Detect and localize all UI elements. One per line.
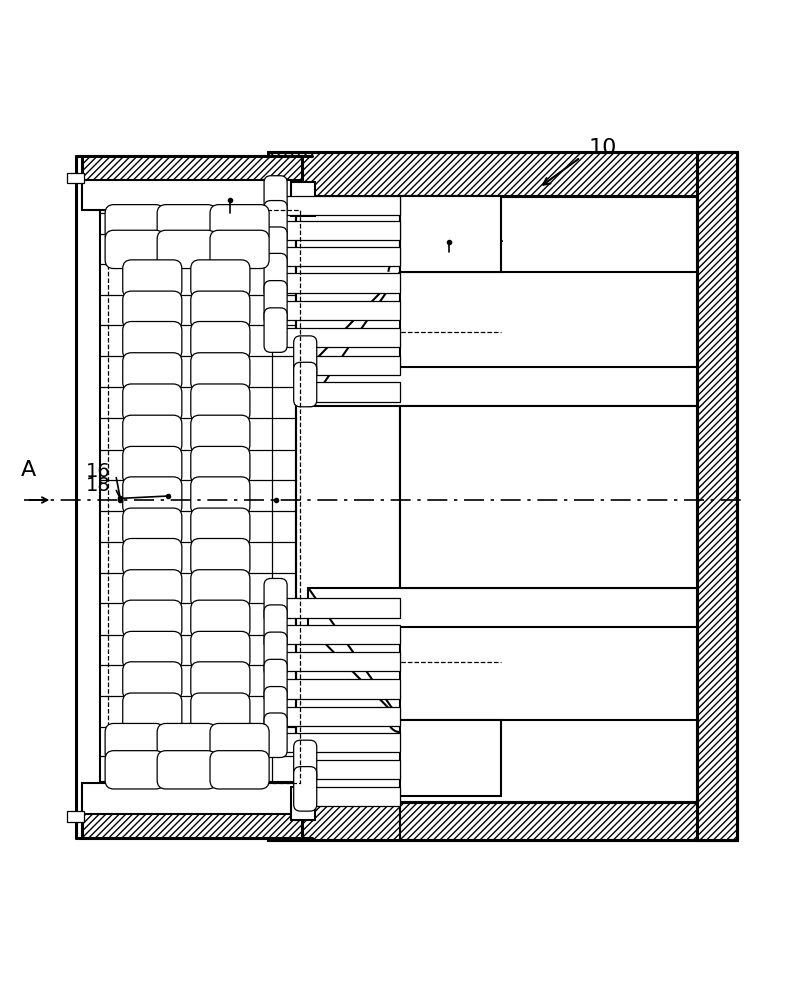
- Text: 16: 16: [87, 462, 111, 481]
- FancyBboxPatch shape: [123, 508, 182, 546]
- Bar: [400, 196, 501, 272]
- Bar: [290, 787, 315, 820]
- FancyBboxPatch shape: [123, 415, 182, 453]
- FancyBboxPatch shape: [191, 353, 250, 391]
- FancyBboxPatch shape: [191, 415, 250, 453]
- FancyBboxPatch shape: [264, 687, 287, 731]
- FancyBboxPatch shape: [191, 477, 250, 515]
- FancyBboxPatch shape: [264, 176, 287, 220]
- FancyBboxPatch shape: [123, 260, 182, 298]
- FancyBboxPatch shape: [123, 693, 182, 731]
- Bar: [278, 652, 400, 671]
- FancyBboxPatch shape: [191, 384, 250, 422]
- FancyBboxPatch shape: [294, 740, 317, 785]
- FancyBboxPatch shape: [123, 353, 182, 391]
- FancyBboxPatch shape: [191, 260, 250, 298]
- FancyBboxPatch shape: [210, 230, 269, 269]
- Bar: [308, 382, 400, 402]
- FancyBboxPatch shape: [123, 477, 182, 515]
- Bar: [278, 707, 400, 726]
- Bar: [269, 152, 737, 196]
- Bar: [400, 720, 501, 796]
- Text: A: A: [20, 460, 36, 480]
- FancyBboxPatch shape: [105, 230, 164, 269]
- Bar: [82, 811, 302, 838]
- Bar: [82, 156, 302, 183]
- FancyBboxPatch shape: [264, 281, 287, 325]
- Bar: [278, 328, 400, 347]
- Bar: [82, 783, 302, 814]
- FancyBboxPatch shape: [157, 751, 216, 789]
- Bar: [400, 406, 697, 588]
- FancyBboxPatch shape: [123, 631, 182, 670]
- Text: 18: 18: [87, 476, 111, 495]
- Bar: [290, 182, 315, 216]
- Bar: [278, 598, 400, 618]
- FancyBboxPatch shape: [191, 538, 250, 577]
- FancyBboxPatch shape: [123, 570, 182, 608]
- Bar: [308, 356, 400, 375]
- FancyBboxPatch shape: [210, 751, 269, 789]
- FancyBboxPatch shape: [105, 751, 164, 789]
- FancyBboxPatch shape: [191, 693, 250, 731]
- Bar: [269, 802, 737, 840]
- Bar: [308, 760, 400, 779]
- Bar: [278, 247, 400, 266]
- FancyBboxPatch shape: [210, 205, 269, 243]
- Bar: [82, 180, 302, 210]
- Bar: [278, 301, 400, 320]
- Bar: [66, 173, 84, 183]
- FancyBboxPatch shape: [191, 322, 250, 360]
- FancyBboxPatch shape: [191, 662, 250, 700]
- FancyBboxPatch shape: [191, 600, 250, 638]
- FancyBboxPatch shape: [191, 446, 250, 485]
- FancyBboxPatch shape: [105, 723, 164, 762]
- FancyBboxPatch shape: [264, 308, 287, 352]
- FancyBboxPatch shape: [191, 291, 250, 329]
- FancyBboxPatch shape: [264, 713, 287, 757]
- FancyBboxPatch shape: [210, 723, 269, 762]
- FancyBboxPatch shape: [264, 632, 287, 677]
- FancyBboxPatch shape: [157, 230, 216, 269]
- FancyBboxPatch shape: [157, 723, 216, 762]
- Bar: [308, 367, 697, 406]
- Bar: [278, 273, 400, 293]
- FancyBboxPatch shape: [264, 659, 287, 704]
- FancyBboxPatch shape: [191, 508, 250, 546]
- FancyBboxPatch shape: [294, 336, 317, 380]
- FancyBboxPatch shape: [191, 570, 250, 608]
- FancyBboxPatch shape: [123, 662, 182, 700]
- FancyBboxPatch shape: [264, 253, 287, 298]
- Bar: [697, 152, 737, 840]
- Text: 10: 10: [589, 138, 617, 158]
- Bar: [308, 787, 400, 806]
- Bar: [278, 625, 400, 644]
- FancyBboxPatch shape: [123, 446, 182, 485]
- FancyBboxPatch shape: [105, 205, 164, 243]
- FancyBboxPatch shape: [123, 538, 182, 577]
- Bar: [66, 811, 84, 822]
- FancyBboxPatch shape: [123, 291, 182, 329]
- Bar: [278, 679, 400, 699]
- FancyBboxPatch shape: [123, 600, 182, 638]
- FancyBboxPatch shape: [264, 201, 287, 245]
- FancyBboxPatch shape: [191, 631, 250, 670]
- FancyBboxPatch shape: [264, 605, 287, 649]
- FancyBboxPatch shape: [264, 578, 287, 623]
- FancyBboxPatch shape: [294, 767, 317, 811]
- FancyBboxPatch shape: [294, 362, 317, 407]
- Bar: [308, 588, 697, 627]
- Bar: [278, 733, 400, 752]
- Text: 14: 14: [477, 230, 505, 250]
- Bar: [278, 221, 400, 240]
- FancyBboxPatch shape: [157, 205, 216, 243]
- FancyBboxPatch shape: [123, 384, 182, 422]
- Bar: [100, 210, 296, 782]
- FancyBboxPatch shape: [123, 322, 182, 360]
- FancyBboxPatch shape: [264, 227, 287, 271]
- Bar: [400, 272, 697, 720]
- Text: 12: 12: [240, 199, 269, 219]
- Bar: [278, 196, 400, 215]
